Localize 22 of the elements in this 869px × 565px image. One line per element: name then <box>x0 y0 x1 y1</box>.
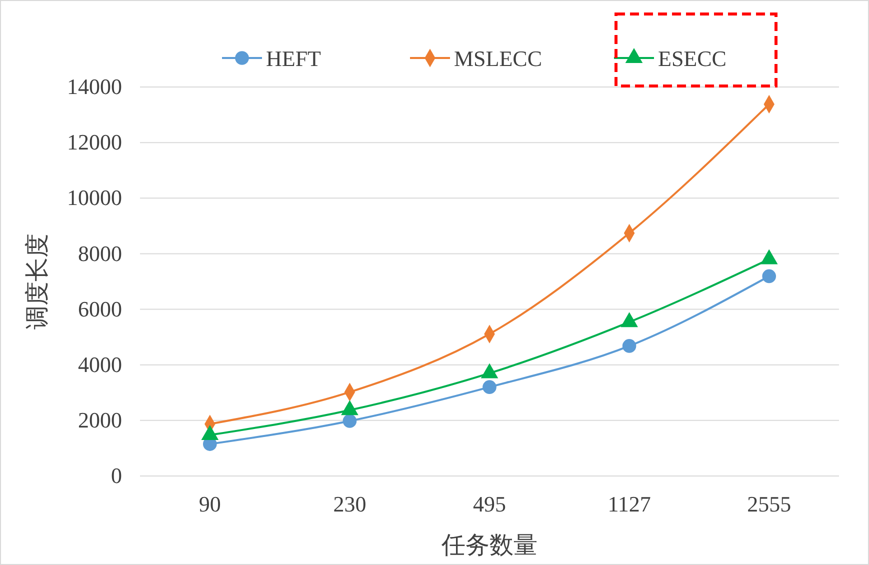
y-tick-label: 8000 <box>78 240 122 266</box>
x-tick-label: 230 <box>333 492 366 517</box>
x-tick-label: 495 <box>473 492 506 517</box>
legend-label: ESECC <box>658 46 726 71</box>
legend-label: HEFT <box>266 46 322 71</box>
y-tick-label: 12000 <box>67 130 122 155</box>
y-tick-label: 10000 <box>67 185 122 210</box>
x-tick-label: 90 <box>198 492 221 517</box>
x-tick-label: 2555 <box>747 492 792 517</box>
point <box>482 380 496 394</box>
y-tick-label: 6000 <box>78 296 122 322</box>
point <box>342 414 357 428</box>
point <box>622 339 636 353</box>
x-tick-label: 1127 <box>608 492 651 517</box>
y-tick-label: 14000 <box>67 74 122 100</box>
point <box>762 269 776 284</box>
legend-label: MSLECC <box>454 46 542 71</box>
y-tick-label: 0 <box>111 463 122 488</box>
y-tick-label: 2000 <box>78 407 122 432</box>
x-axis-title: 任务数量 <box>440 533 538 559</box>
y-axis-title: 调度长度 <box>24 234 51 330</box>
y-tick-label: 4000 <box>78 352 122 377</box>
